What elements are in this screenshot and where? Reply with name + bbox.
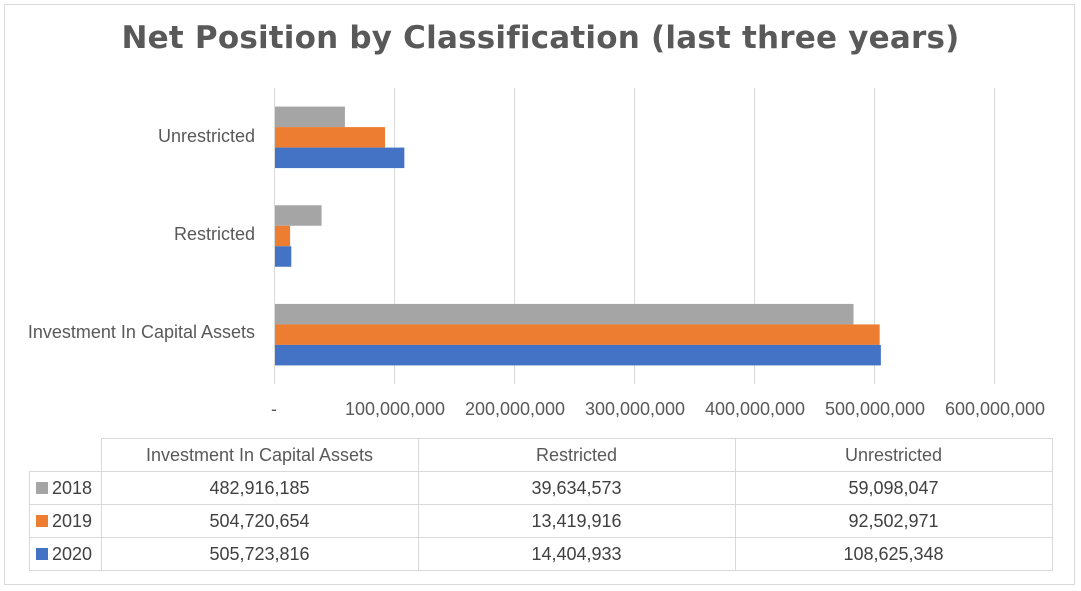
legend-label: 2018 <box>52 477 93 498</box>
x-tick-label: 300,000,000 <box>584 399 686 419</box>
x-tick-label: 500,000,000 <box>824 399 926 419</box>
legend-swatch <box>36 514 48 527</box>
bar-2018-investment-in-capital-assets <box>274 303 854 325</box>
legend-entry-2018: 2018 <box>29 471 102 505</box>
data-table-header: Investment In Capital Assets <box>100 438 419 472</box>
bar-2018-unrestricted <box>274 106 345 128</box>
data-table-cell: 482,916,185 <box>100 471 419 505</box>
legend-label: 2019 <box>52 510 93 531</box>
data-table-cell: 505,723,816 <box>100 537 419 571</box>
legend-swatch <box>36 481 48 494</box>
chart-title: Net Position by Classification (last thr… <box>121 20 960 56</box>
x-tick-label: 100,000,000 <box>344 399 446 419</box>
data-table-header-row: Investment In Capital Assets Restricted … <box>29 438 1053 472</box>
data-table: Investment In Capital Assets Restricted … <box>29 438 1053 571</box>
bar-2018-restricted <box>274 205 322 226</box>
bar-2019-restricted <box>274 225 291 247</box>
data-table-cell: 13,419,916 <box>417 504 736 538</box>
x-tick-label: - <box>271 399 277 419</box>
x-tick-label: 600,000,000 <box>944 399 1046 419</box>
legend-swatch <box>36 547 48 560</box>
bar-2019-investment-in-capital-assets <box>274 324 880 345</box>
bar-2020-investment-in-capital-assets <box>274 344 881 366</box>
data-table-row: 2018 482,916,185 39,634,573 59,098,047 <box>29 471 1053 505</box>
data-table-cell: 108,625,348 <box>734 537 1053 571</box>
data-table-cell: 59,098,047 <box>734 471 1053 505</box>
bar-2020-unrestricted <box>274 147 405 169</box>
category-label-investment: Investment In Capital Assets <box>27 322 255 342</box>
data-table-header: Restricted <box>417 438 736 472</box>
legend-entry-2020: 2020 <box>29 537 102 571</box>
bar-2019-unrestricted <box>274 127 386 148</box>
x-tick-label: 400,000,000 <box>704 399 806 419</box>
data-table-cell: 92,502,971 <box>734 504 1053 538</box>
data-table-cell: 39,634,573 <box>417 471 736 505</box>
data-table-cell: 14,404,933 <box>417 537 736 571</box>
x-tick-label: 200,000,000 <box>464 399 566 419</box>
data-table-header: Unrestricted <box>734 438 1053 472</box>
data-table-corner <box>29 438 102 472</box>
legend-entry-2019: 2019 <box>29 504 102 538</box>
category-label-restricted: Restricted <box>173 224 255 244</box>
data-table-row: 2020 505,723,816 14,404,933 108,625,348 <box>29 537 1053 571</box>
category-label-unrestricted: Unrestricted <box>157 126 255 146</box>
legend-label: 2020 <box>52 543 93 564</box>
bar-2020-restricted <box>274 246 292 267</box>
data-table-cell: 504,720,654 <box>100 504 419 538</box>
chart-plot-area <box>274 88 995 384</box>
data-table-row: 2019 504,720,654 13,419,916 92,502,971 <box>29 504 1053 538</box>
